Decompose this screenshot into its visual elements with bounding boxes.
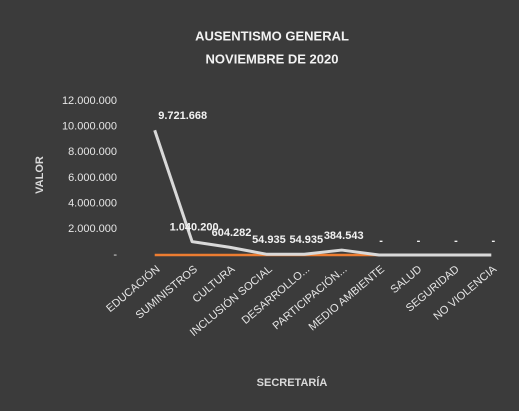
y-tick-label: 2.000.000 bbox=[68, 223, 117, 235]
data-label: - bbox=[454, 235, 458, 247]
y-tick-label: 8.000.000 bbox=[68, 146, 117, 158]
data-label: 54.935 bbox=[289, 234, 323, 246]
data-label: 54.935 bbox=[252, 234, 286, 246]
y-tick-label: 10.000.000 bbox=[62, 121, 117, 133]
chart-subtitle: NOVIEMBRE DE 2020 bbox=[206, 51, 339, 66]
data-label: 384.543 bbox=[324, 230, 364, 242]
x-axis-label: SECRETARÍA bbox=[257, 376, 328, 389]
chart-title: AUSENTISMO GENERAL bbox=[195, 28, 349, 43]
y-tick-label: 12.000.000 bbox=[62, 95, 117, 107]
data-label: 1.040.200 bbox=[170, 222, 219, 234]
data-label: 9.721.668 bbox=[158, 110, 207, 122]
data-label: 604.282 bbox=[212, 227, 252, 239]
y-tick-label: 6.000.000 bbox=[68, 172, 117, 184]
data-label: - bbox=[491, 235, 495, 247]
series-line bbox=[153, 129, 492, 257]
data-label: - bbox=[379, 235, 383, 247]
data-label: - bbox=[417, 235, 421, 247]
y-tick-label: 4.000.000 bbox=[68, 198, 117, 210]
y-axis-label: VALOR bbox=[34, 156, 46, 194]
y-tick-label: - bbox=[113, 249, 117, 261]
